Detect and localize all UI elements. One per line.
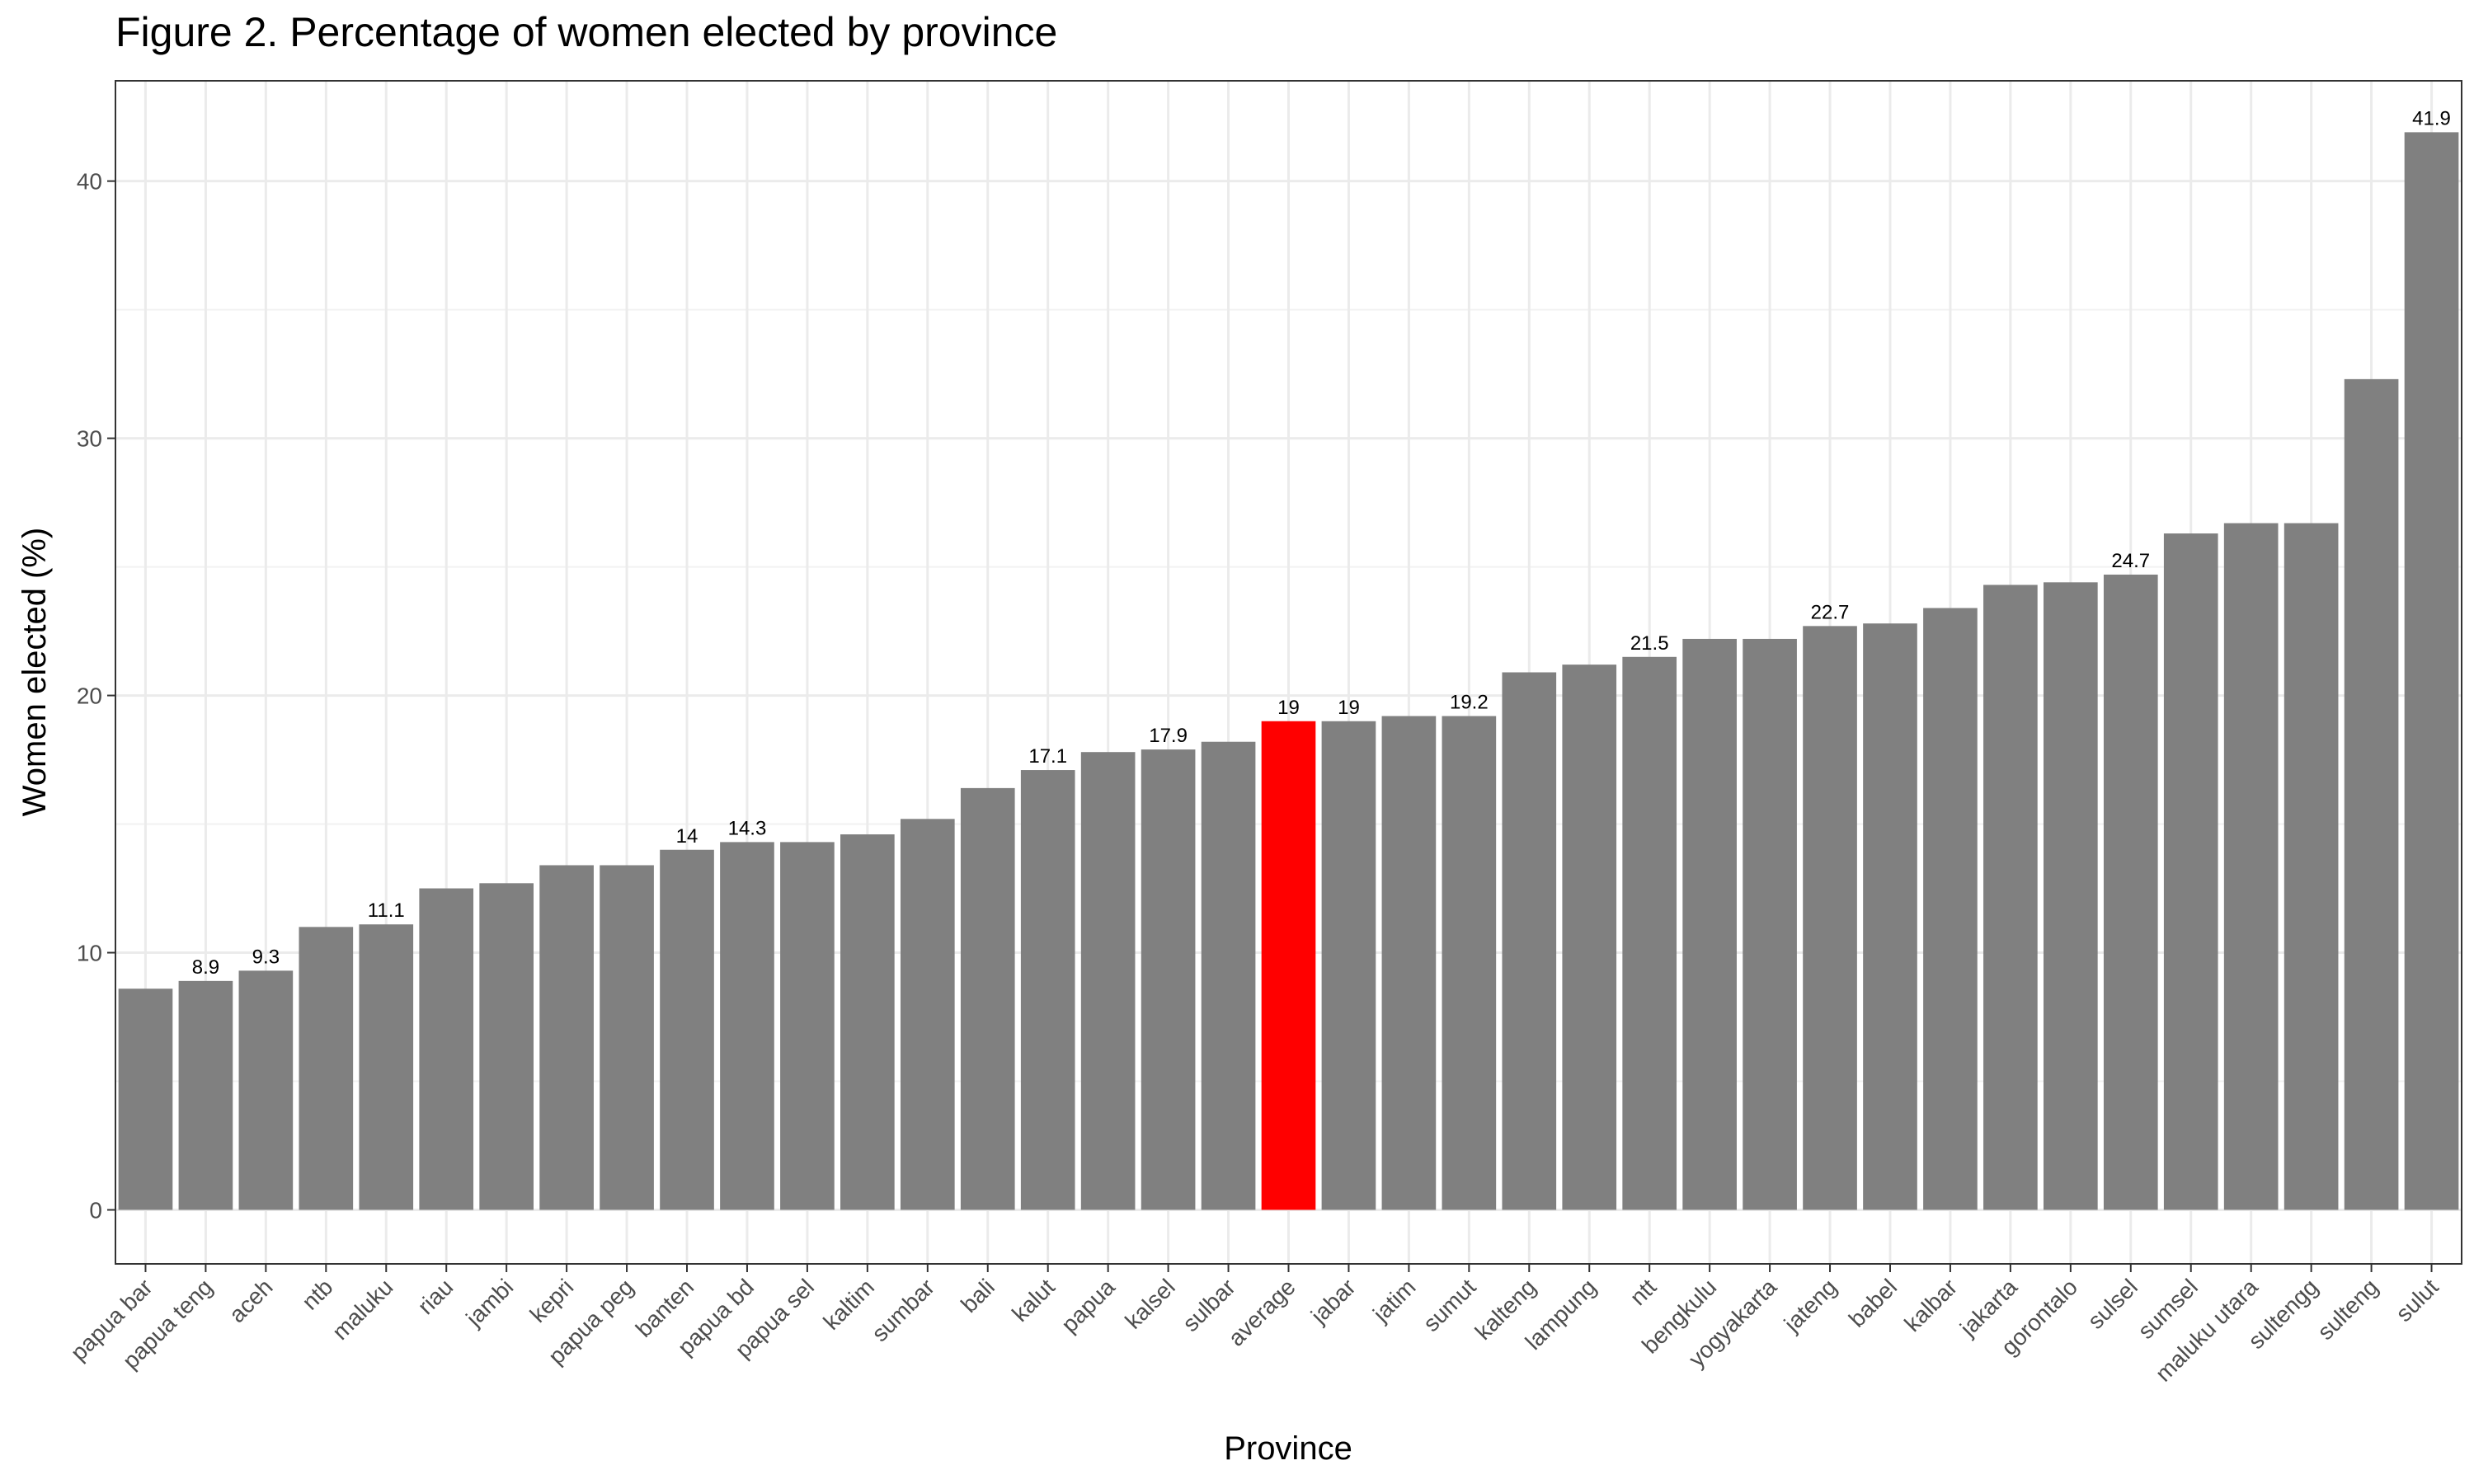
data-labels: 8.9 9.3 11.1 14 14.3 17.1 17.9 19 19 19.2 21.5 22.7… — [192, 107, 2451, 978]
x-tick-label: babel — [1844, 1274, 1902, 1331]
x-tick-label: riau — [413, 1274, 459, 1319]
bar-maluku — [359, 924, 414, 1210]
bar-jateng — [1803, 626, 1857, 1210]
data-label: 21.5 — [1630, 632, 1669, 655]
bar-sumbar — [900, 819, 955, 1210]
data-label: 8.9 — [192, 956, 219, 979]
x-tick-label: kalut — [1007, 1274, 1060, 1327]
bar-maluku-utara — [2223, 523, 2279, 1210]
bar-sulut — [2404, 132, 2459, 1210]
bar-gorontalo — [2044, 582, 2098, 1210]
x-tick-label: aceh — [224, 1274, 278, 1327]
x-tick-label: sumbar — [867, 1274, 939, 1346]
bar-jatim — [1381, 716, 1437, 1210]
bar-bali — [960, 787, 1015, 1210]
x-tick-label: jambi — [460, 1274, 518, 1331]
bar-yogyakarta — [1743, 638, 1797, 1210]
bar-sulteng — [2344, 378, 2399, 1210]
bar-ntb — [299, 927, 354, 1210]
x-tick-label: kalbar — [1899, 1274, 1962, 1336]
bar-lampung — [1562, 665, 1617, 1210]
x-tick-label: sulteng — [2312, 1274, 2383, 1345]
bar-papua-bar — [118, 989, 173, 1210]
data-label: 41.9 — [2412, 107, 2451, 129]
data-label: 24.7 — [2111, 550, 2150, 572]
x-tick-label: ntt — [1625, 1274, 1661, 1310]
bar-papua-bd — [720, 842, 774, 1210]
data-label: 22.7 — [1811, 601, 1850, 623]
y-axis-title: Women elected (%) — [16, 528, 53, 817]
bar-papua-teng — [178, 980, 233, 1210]
y-tick-label: 0 — [89, 1197, 102, 1223]
y-tick-label: 10 — [77, 941, 102, 966]
x-tick-label: sulut — [2391, 1274, 2443, 1327]
y-tick-label: 20 — [77, 683, 102, 709]
data-label: 14.3 — [728, 817, 767, 839]
x-tick-label: papua — [1056, 1274, 1120, 1337]
x-tick-label: jateng — [1779, 1274, 1842, 1337]
bars — [118, 132, 2459, 1210]
bar-banten — [660, 849, 714, 1210]
bar-kaltim — [840, 834, 895, 1210]
data-label: 19 — [1338, 697, 1360, 719]
bar-babel — [1863, 623, 1917, 1210]
x-tick-label: kepri — [525, 1274, 579, 1327]
x-tick-label: average — [1223, 1274, 1300, 1350]
bar-kalbar — [1923, 608, 1978, 1210]
bar-riau — [419, 888, 474, 1210]
bar-papua-peg — [600, 865, 654, 1210]
bar-bengkulu — [1682, 638, 1737, 1210]
bar-jabar — [1321, 721, 1376, 1210]
bar-jambi — [479, 883, 534, 1210]
x-tick-label: jabar — [1305, 1274, 1361, 1329]
bar-average — [1261, 721, 1316, 1210]
data-label: 14 — [676, 825, 698, 848]
y-axis-ticks: 0 10 20 30 40 — [77, 169, 115, 1223]
bar-papua — [1080, 752, 1136, 1210]
bar-kalut — [1020, 770, 1075, 1210]
bar-kalsel — [1141, 749, 1196, 1210]
y-tick-label: 40 — [77, 169, 102, 195]
bar-jakarta — [1983, 585, 2038, 1210]
x-tick-label: maluku — [327, 1274, 398, 1345]
data-label: 17.1 — [1028, 745, 1067, 768]
bar-sumsel — [2163, 533, 2218, 1210]
bar-sulsel — [2103, 574, 2158, 1210]
data-label: 19 — [1277, 697, 1300, 719]
data-label: 11.1 — [368, 899, 405, 922]
bar-kepri — [539, 865, 594, 1210]
y-tick-label: 30 — [77, 426, 102, 452]
x-axis-title: Province — [1224, 1430, 1352, 1467]
bar-aceh — [238, 970, 294, 1210]
x-tick-label: jatim — [1367, 1274, 1420, 1327]
x-tick-label: kalsel — [1120, 1274, 1180, 1334]
x-tick-label: ntb — [297, 1274, 337, 1314]
data-label: 9.3 — [252, 946, 280, 968]
x-tick-label: bali — [956, 1274, 999, 1317]
bar-ntt — [1622, 656, 1677, 1210]
bar-sultengg — [2284, 523, 2339, 1210]
bar-kalteng — [1502, 672, 1557, 1210]
data-label: 17.9 — [1149, 725, 1188, 747]
bar-sumut — [1442, 716, 1497, 1210]
chart-title: Figure 2. Percentage of women elected by… — [115, 9, 1058, 55]
bar-sulbar — [1201, 741, 1256, 1210]
data-label: 19.2 — [1450, 692, 1489, 714]
bar-papua-sel — [780, 842, 835, 1210]
